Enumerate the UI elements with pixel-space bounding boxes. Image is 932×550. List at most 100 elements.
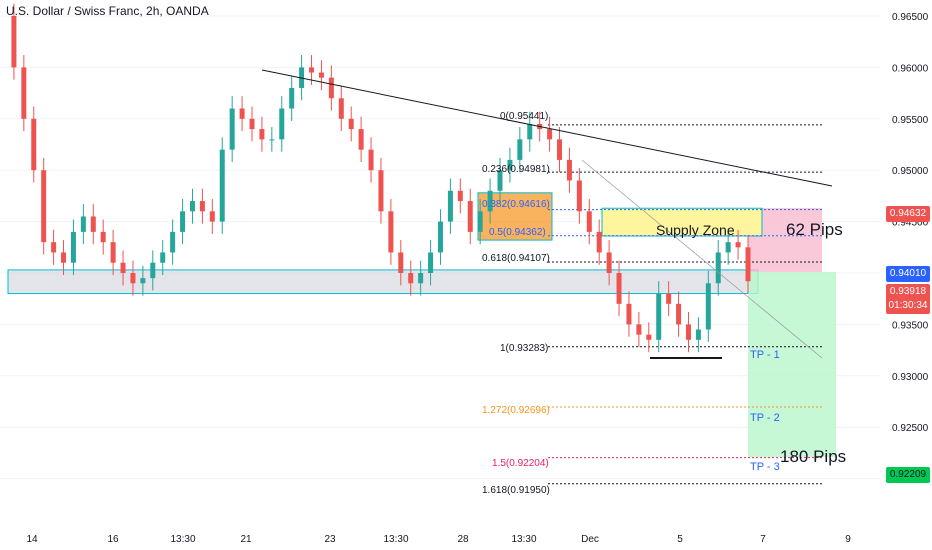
candle-body bbox=[61, 252, 67, 263]
candle-body bbox=[378, 170, 384, 212]
candle-body bbox=[309, 67, 315, 73]
candle-body bbox=[745, 247, 751, 282]
y-tick-label: 0.96000 bbox=[892, 63, 929, 74]
candle-body bbox=[368, 149, 374, 171]
current-price-tag: 0.93918 bbox=[886, 284, 930, 300]
x-tick-label: 7 bbox=[760, 534, 766, 545]
fib-label-15: 1.5(0.92204) bbox=[492, 458, 549, 469]
supply-zone bbox=[601, 207, 763, 237]
fib-label-1272: 1.272(0.92696) bbox=[482, 405, 550, 416]
x-tick-label: 13:30 bbox=[511, 534, 536, 545]
zones bbox=[7, 192, 836, 458]
candle-body bbox=[170, 231, 176, 253]
candle-body bbox=[735, 242, 741, 248]
x-tick-label: 21 bbox=[240, 534, 252, 545]
x-tick-label: 28 bbox=[457, 534, 469, 545]
y-tick-label: 0.92500 bbox=[892, 423, 929, 434]
candle-body bbox=[408, 273, 414, 284]
candle-body bbox=[51, 242, 57, 253]
x-tick-label: 14 bbox=[26, 534, 38, 545]
candle-body bbox=[586, 211, 592, 232]
candle-body bbox=[467, 201, 473, 232]
tp1-label: TP - 1 bbox=[750, 349, 780, 361]
x-tick-label: 5 bbox=[677, 534, 683, 545]
y-tick-label: 0.95500 bbox=[892, 115, 929, 126]
y-tick-label: 0.96500 bbox=[892, 12, 929, 23]
candle-body bbox=[527, 123, 533, 140]
support-zone bbox=[7, 269, 759, 295]
candle-body bbox=[189, 201, 195, 212]
candle-body bbox=[447, 190, 453, 222]
candle-body bbox=[338, 98, 344, 119]
candle-body bbox=[259, 129, 265, 140]
candle-body bbox=[219, 149, 225, 222]
candle-body bbox=[547, 129, 553, 140]
candle-body bbox=[695, 329, 701, 340]
candle-body bbox=[437, 221, 443, 253]
y-tick-label: 0.95000 bbox=[892, 166, 929, 177]
candle-body bbox=[725, 242, 731, 253]
candle-body bbox=[199, 201, 205, 212]
pips-top-label: 62 Pips bbox=[786, 220, 843, 239]
trend-line bbox=[261, 69, 833, 187]
candle-body bbox=[358, 129, 364, 150]
candle-body bbox=[398, 252, 404, 273]
tp2-label: TP - 2 bbox=[750, 412, 780, 424]
candle-body bbox=[328, 77, 334, 99]
y-tick-label: 0.93000 bbox=[892, 372, 929, 383]
candle-body bbox=[140, 278, 146, 284]
candle-body bbox=[180, 211, 186, 232]
x-tick-label: 13:30 bbox=[383, 534, 408, 545]
candle-body bbox=[497, 170, 503, 191]
candle-body bbox=[110, 242, 116, 263]
entry-price-tag: 0.94010 bbox=[886, 266, 930, 282]
candle-body bbox=[477, 211, 483, 232]
fib-label-0236: 0.236(0.94981) bbox=[482, 164, 550, 175]
supply-zone-label: Supply Zone bbox=[656, 222, 735, 238]
candle-body bbox=[457, 190, 463, 202]
candle-body bbox=[348, 118, 354, 130]
candle-body bbox=[636, 324, 642, 335]
candle-body bbox=[705, 283, 711, 330]
candle-body bbox=[576, 180, 582, 212]
tp3-label: TP - 3 bbox=[750, 461, 780, 473]
fib-label-0382: 0.382(0.94616) bbox=[482, 199, 550, 210]
x-tick-label: Dec bbox=[581, 534, 599, 545]
supply-top-price-tag: 0.94632 bbox=[886, 206, 930, 222]
candle-body bbox=[70, 231, 76, 263]
candle-body bbox=[715, 252, 721, 284]
candle-body bbox=[130, 273, 136, 284]
candle-body bbox=[100, 231, 106, 243]
candle-body bbox=[209, 211, 215, 222]
candle-body bbox=[487, 190, 493, 212]
candle-body bbox=[557, 139, 563, 160]
candle-body bbox=[388, 211, 394, 253]
y-tick-label: 0.94500 bbox=[892, 218, 929, 229]
candle-body bbox=[150, 262, 156, 279]
candle-body bbox=[318, 72, 324, 78]
candle-body bbox=[616, 273, 622, 304]
candle-body bbox=[279, 108, 285, 140]
x-axis: 14 16 13:30 21 23 13:30 28 13:30 Dec 5 7 9 bbox=[26, 534, 851, 545]
candle-body bbox=[507, 159, 513, 171]
candle-body bbox=[120, 262, 126, 273]
candle-body bbox=[31, 118, 37, 171]
fib-label-0: 0(0.95441) bbox=[500, 111, 549, 122]
candle-body bbox=[289, 87, 295, 109]
candle-body bbox=[626, 303, 632, 325]
candle-body bbox=[229, 108, 235, 150]
x-tick-label: 13:30 bbox=[170, 534, 195, 545]
fib-label-1618: 1.618(0.91950) bbox=[482, 485, 550, 496]
candles bbox=[11, 3, 751, 353]
fib-label-0618: 0.618(0.94107) bbox=[482, 253, 550, 264]
y-tick-label: 0.93500 bbox=[892, 320, 929, 331]
x-tick-label: 16 bbox=[107, 534, 119, 545]
candle-body bbox=[596, 231, 602, 253]
candle-body bbox=[418, 273, 424, 284]
candle-body bbox=[269, 139, 275, 141]
candle-body bbox=[646, 334, 652, 340]
candle-body bbox=[666, 293, 672, 304]
candle-body bbox=[21, 67, 27, 119]
candle-body bbox=[676, 303, 682, 325]
